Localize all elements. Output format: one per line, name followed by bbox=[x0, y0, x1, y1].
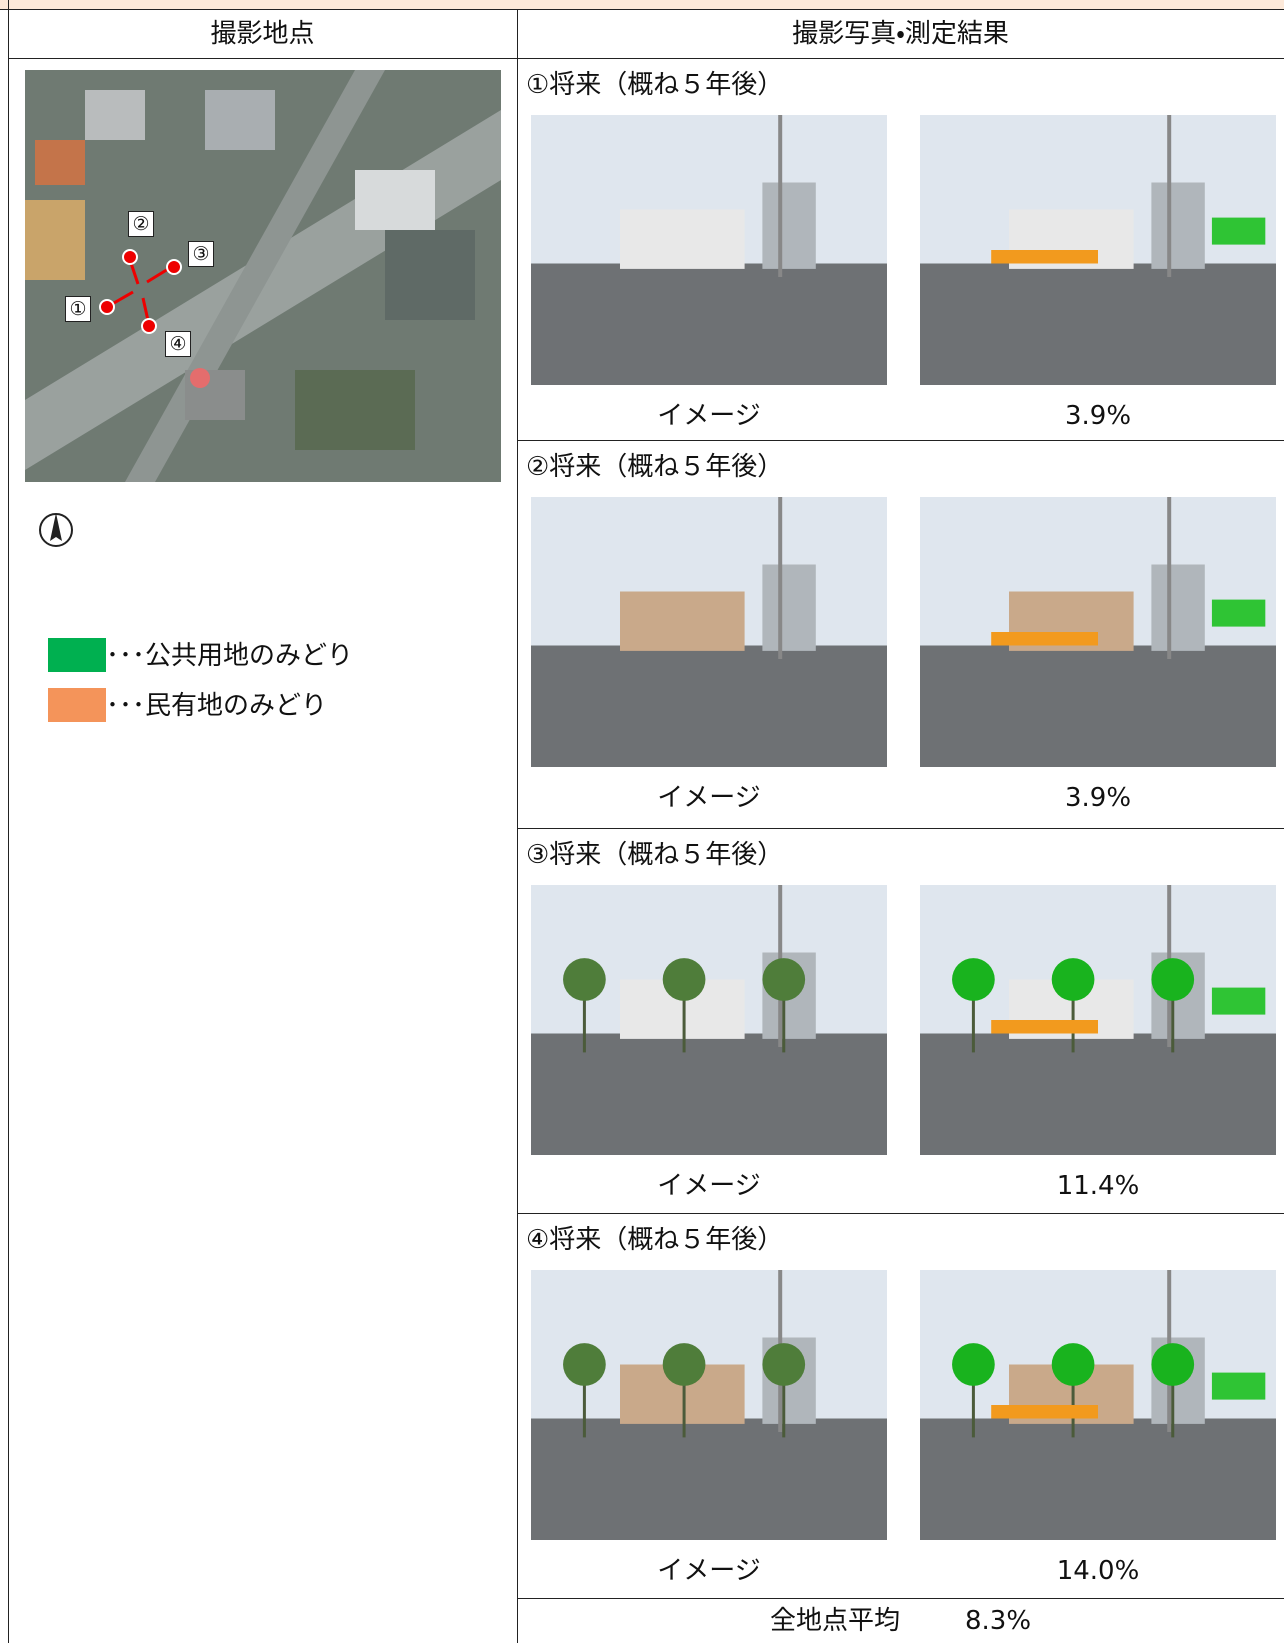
photo-image bbox=[531, 497, 887, 767]
footer-label: 全地点平均 bbox=[770, 1606, 901, 1636]
section-title: ③将来（概ね５年後） bbox=[526, 840, 784, 870]
table-border bbox=[8, 0, 9, 1643]
top-band bbox=[0, 0, 1284, 10]
legend-swatch bbox=[48, 638, 106, 672]
photo-measured bbox=[920, 497, 1276, 767]
legend-swatch bbox=[48, 688, 106, 722]
caption: イメージ bbox=[657, 783, 761, 813]
header-right: 撮影写真・測定結果 bbox=[792, 19, 1009, 49]
result-value: 3.9% bbox=[1064, 401, 1132, 431]
section-rule bbox=[517, 440, 1284, 441]
aerial-map bbox=[25, 70, 501, 482]
photo-measured bbox=[920, 885, 1276, 1155]
header-rule bbox=[8, 58, 1284, 59]
photo-measured bbox=[920, 1270, 1276, 1540]
map-label: ④ bbox=[165, 331, 191, 357]
photo-image bbox=[531, 115, 887, 385]
caption: イメージ bbox=[657, 1171, 761, 1201]
photo-image bbox=[531, 1270, 887, 1540]
caption: イメージ bbox=[657, 1556, 761, 1586]
section-rule bbox=[517, 1213, 1284, 1214]
photo-measured bbox=[920, 115, 1276, 385]
section-rule bbox=[517, 828, 1284, 829]
map-label: ② bbox=[128, 211, 154, 237]
result-value: 14.0% bbox=[1056, 1556, 1140, 1586]
caption: イメージ bbox=[657, 401, 761, 431]
photo-image bbox=[531, 885, 887, 1155]
north-arrow bbox=[39, 513, 73, 547]
footer-rule bbox=[517, 1598, 1284, 1599]
column-divider bbox=[517, 10, 518, 1643]
legend-text: ･･･公共用地のみどり bbox=[106, 641, 354, 671]
result-value: 11.4% bbox=[1056, 1171, 1140, 1201]
result-value: 3.9% bbox=[1064, 783, 1132, 813]
map-label: ③ bbox=[188, 241, 214, 267]
map-label: ① bbox=[65, 296, 91, 322]
section-title: ①将来（概ね５年後） bbox=[526, 70, 784, 100]
footer-value: 8.3% bbox=[965, 1606, 1032, 1636]
section-title: ②将来（概ね５年後） bbox=[526, 452, 784, 482]
header-left: 撮影地点 bbox=[210, 19, 315, 49]
legend-text: ･･･民有地のみどり bbox=[106, 691, 328, 721]
section-title: ④将来（概ね５年後） bbox=[526, 1225, 784, 1255]
